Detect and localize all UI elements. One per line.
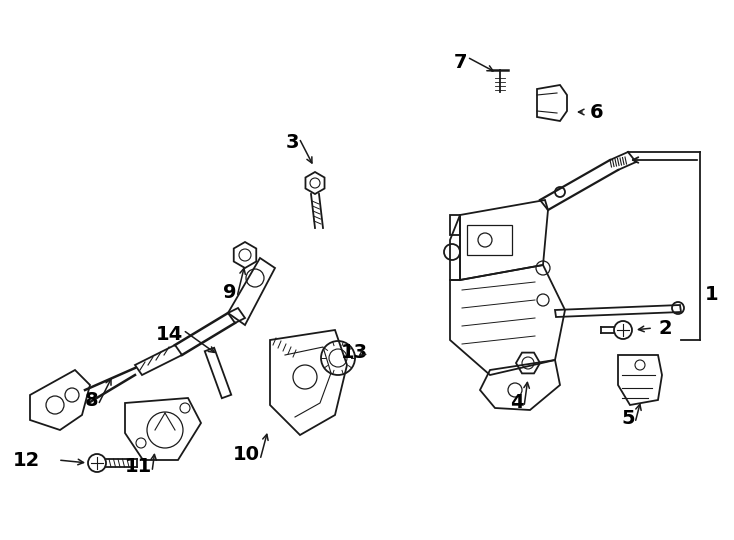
Text: 9: 9	[223, 282, 237, 301]
Text: 11: 11	[125, 457, 152, 476]
Text: 3: 3	[286, 133, 299, 152]
Bar	[467, 225, 512, 255]
Text: 13: 13	[341, 343, 368, 362]
Text: 10: 10	[233, 446, 260, 464]
Text: 2: 2	[658, 319, 672, 338]
Text: 5: 5	[622, 408, 635, 428]
Text: 4: 4	[510, 393, 524, 411]
Text: 7: 7	[454, 52, 467, 71]
Text: 14: 14	[156, 326, 183, 345]
Text: 6: 6	[590, 103, 603, 122]
Text: 12: 12	[12, 450, 40, 469]
Text: 8: 8	[84, 390, 98, 409]
Text: 1: 1	[705, 286, 719, 305]
